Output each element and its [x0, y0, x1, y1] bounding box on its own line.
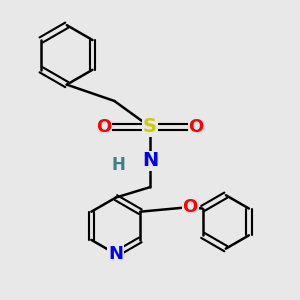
Text: O: O	[96, 118, 112, 136]
Text: N: N	[142, 152, 158, 170]
Text: N: N	[108, 245, 123, 263]
Text: O: O	[188, 118, 204, 136]
Text: S: S	[143, 117, 157, 136]
Text: O: O	[182, 198, 198, 216]
Text: H: H	[112, 157, 126, 175]
